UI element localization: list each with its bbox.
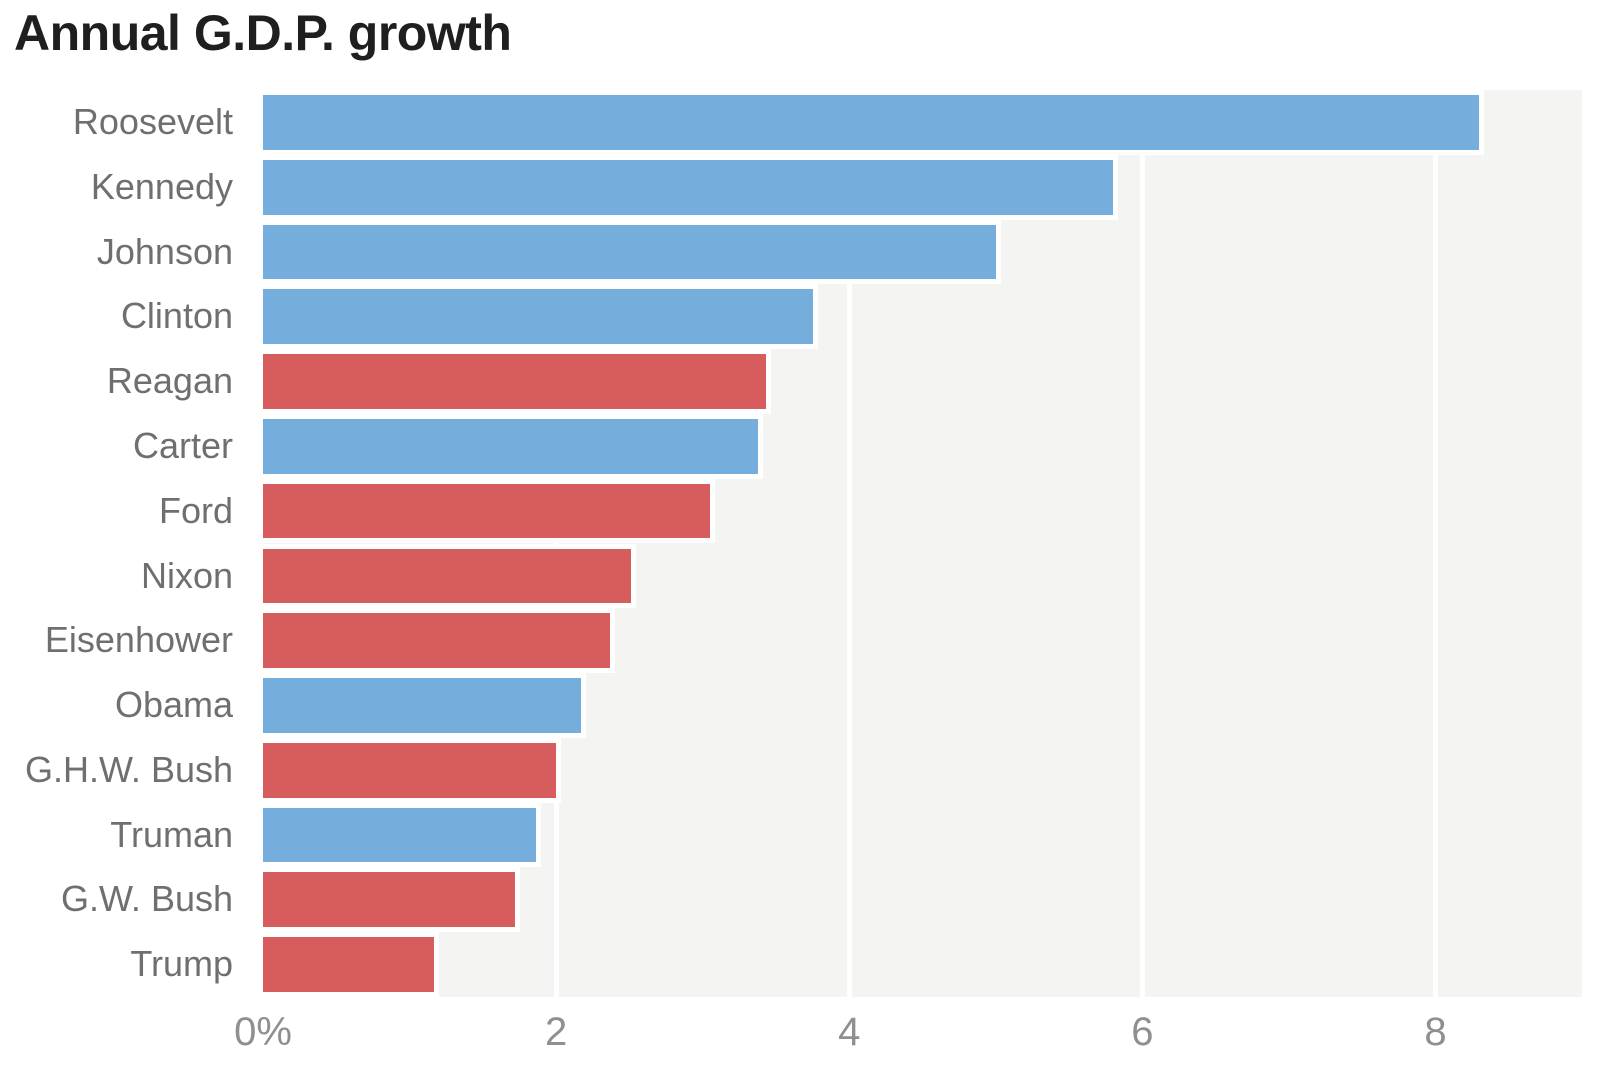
bar-trump	[263, 932, 440, 997]
x-tick-label-4: 4	[838, 1010, 861, 1054]
bar-carter	[263, 413, 764, 479]
row-label-kennedy: Kennedy	[90, 165, 233, 207]
bar-ford	[263, 478, 715, 544]
row-label-ford: Ford	[158, 489, 233, 531]
bar-g-h-w-bush	[263, 737, 562, 803]
bar-roosevelt	[263, 90, 1485, 155]
gridline-4	[846, 90, 852, 997]
row-label-carter: Carter	[132, 424, 233, 466]
row-label-roosevelt: Roosevelt	[72, 101, 233, 142]
row-label-clinton: Clinton	[120, 295, 233, 337]
x-tick-label-6: 6	[1131, 1010, 1154, 1054]
gridline-6	[1139, 90, 1145, 997]
bar-reagan	[263, 349, 771, 414]
bar-kennedy	[263, 154, 1119, 220]
bar-obama	[263, 673, 587, 738]
row-label-g-w-bush: G.W. Bush	[60, 878, 233, 920]
gridline-8	[1432, 90, 1438, 997]
row-label-obama: Obama	[114, 684, 233, 726]
row-label-reagan: Reagan	[106, 360, 233, 402]
row-label-johnson: Johnson	[96, 230, 233, 272]
bar-eisenhower	[263, 608, 616, 674]
x-tick-label-0: 0%	[234, 1010, 292, 1054]
row-label-nixon: Nixon	[140, 554, 233, 596]
x-tick-label-2: 2	[544, 1010, 568, 1054]
bar-nixon	[263, 543, 636, 609]
row-label-trump: Trump	[130, 943, 233, 985]
row-label-g-h-w-bush: G.H.W. Bush	[24, 748, 233, 790]
bar-johnson	[263, 219, 1001, 285]
bar-truman	[263, 802, 541, 868]
x-tick-label-8: 8	[1424, 1010, 1447, 1054]
bar-clinton	[263, 284, 818, 350]
row-label-eisenhower: Eisenhower	[44, 619, 233, 661]
row-label-truman: Truman	[110, 813, 233, 855]
x-axis: 0% 2 4 6 8	[234, 1002, 1582, 1062]
bar-g-w-bush	[263, 867, 521, 933]
plot-area: Roosevelt Kennedy Johnson Clinton Reagan Cart…	[25, 90, 1582, 997]
chart-title: Annual G.D.P. growth	[14, 5, 512, 61]
